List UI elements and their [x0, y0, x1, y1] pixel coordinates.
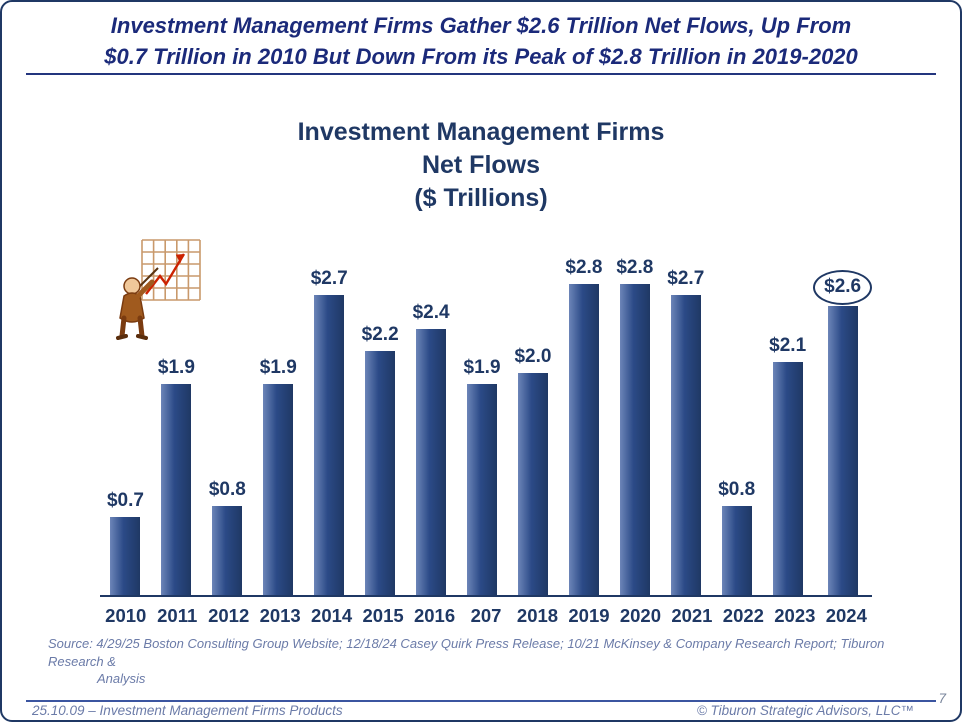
source-note: Source: 4/29/25 Boston Consulting Group …: [48, 635, 920, 688]
bar-column: $2.4: [406, 302, 457, 595]
bar-value-label: $0.7: [106, 490, 144, 511]
bar-column: $0.8: [711, 479, 762, 595]
bar-value-label: $2.7: [310, 268, 348, 289]
bar-column: $1.9: [457, 357, 508, 595]
x-axis-label: 2022: [722, 605, 764, 626]
x-axis-label: 2015: [362, 605, 404, 626]
page-number: 7: [938, 691, 946, 706]
bar: [161, 384, 192, 595]
x-axis-label: 2011: [157, 605, 198, 626]
headline: Investment Management Firms Gather $2.6 …: [2, 10, 960, 72]
chart-title-line-2: Net Flows: [421, 151, 541, 179]
x-axis-label: 2023: [774, 605, 816, 626]
bar: [416, 329, 447, 595]
header-divider: [26, 73, 936, 75]
bar-value-label: $0.8: [208, 479, 246, 500]
bar-value-label: $2.8: [616, 257, 654, 278]
presenter-pointing-at-chart-icon: [114, 238, 202, 347]
x-axis-label: 207: [470, 605, 502, 626]
x-axis: 2010 2011 2012 2013 2014 2015 2016 207 2018 2019 2…: [100, 597, 872, 627]
footer-divider: [26, 700, 936, 702]
bar-value-label: $2.0: [514, 346, 552, 367]
x-axis-label: 2018: [516, 605, 559, 626]
bar: [721, 506, 752, 595]
bar: [517, 373, 548, 595]
x-axis-label: 2020: [619, 605, 661, 626]
chart-title-line-3: ($ Trillions): [414, 184, 548, 212]
bar-column: $2.1: [762, 335, 813, 595]
bar-column: $2.7: [660, 268, 711, 595]
bar: [827, 306, 858, 595]
x-axis-label: 2013: [259, 605, 301, 626]
bar-column: $2.8: [609, 257, 660, 595]
x-axis-label: 2014: [311, 605, 353, 626]
bar: [314, 295, 345, 595]
source-line-1: Source: 4/29/25 Boston Consulting Group …: [48, 636, 885, 669]
bar-value-label: $1.9: [157, 357, 195, 378]
bar-chart: $0.7 $1.9 $0.8 $1.9 $2.7 $2.2 $2.4 $1.9 $2.0 $2.8…: [100, 250, 873, 627]
x-axis-label: 2010: [105, 605, 147, 626]
highlighted-bar-value-label: $2.6: [813, 270, 873, 305]
headline-line-2: $0.7 Trillion in 2010 But Down From its …: [104, 44, 858, 70]
chart-title-line-1: Investment Management Firms: [297, 118, 665, 146]
bar-value-label: $2.2: [361, 324, 399, 345]
bar-value-label: $2.8: [565, 257, 603, 278]
bar: [110, 517, 141, 595]
bar-column: $2.8: [558, 257, 609, 595]
bar: [263, 384, 294, 595]
bar-column: $2.6: [813, 270, 873, 595]
x-axis-label: 2019: [568, 605, 610, 626]
bar: [365, 351, 396, 595]
bar: [568, 284, 599, 595]
bar: [619, 284, 650, 595]
x-axis-label: 2012: [208, 605, 250, 626]
bar-column: $1.9: [151, 357, 202, 595]
bar-column: $2.0: [508, 346, 559, 595]
plot-area: $0.7 $1.9 $0.8 $1.9 $2.7 $2.2 $2.4 $1.9 $2.0 $2.8…: [100, 250, 873, 597]
x-axis-label: 2024: [825, 605, 867, 626]
bar-value-label: $2.4: [412, 302, 450, 323]
bar: [670, 295, 701, 595]
source-line-2: Analysis: [97, 671, 146, 687]
bar-value-label: $0.8: [718, 479, 756, 500]
footer-document-title: 25.10.09 – Investment Management Firms P…: [32, 703, 343, 718]
bar: [467, 384, 498, 595]
bar-value-label: $1.9: [259, 357, 297, 378]
bar-value-label: $2.7: [667, 268, 705, 289]
bar-column: $0.7: [100, 490, 151, 595]
footer-copyright: © Tiburon Strategic Advisors, LLC™: [696, 703, 914, 718]
bar-column: $1.9: [253, 357, 304, 595]
bar-column: $2.7: [304, 268, 355, 595]
bar-column: $0.8: [202, 479, 253, 595]
headline-line-1: Investment Management Firms Gather $2.6 …: [110, 13, 852, 38]
bar-value-label: $2.1: [769, 335, 807, 356]
bar: [772, 362, 803, 595]
x-axis-label: 2021: [671, 605, 713, 626]
bar-value-label: $1.9: [463, 357, 501, 378]
chart-title: Investment Management Firms Net Flows ($…: [2, 116, 960, 215]
bar-column: $2.2: [355, 324, 406, 595]
x-axis-label: 2016: [413, 605, 456, 626]
bar: [212, 506, 243, 595]
